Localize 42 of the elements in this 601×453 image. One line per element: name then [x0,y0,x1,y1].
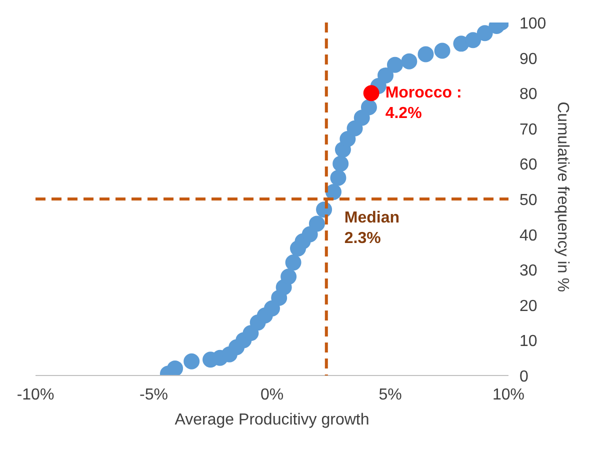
ref-line-label: Median 2.3% [344,210,400,247]
point [354,110,370,126]
y-tick-label: 80 [520,86,538,104]
point [184,353,200,370]
point [332,156,349,172]
point [401,53,418,70]
y-tick-label: 10 [520,333,538,350]
y-tick-label: 50 [520,192,538,209]
point [167,360,184,376]
y-tick-label: 0 [520,368,528,386]
y-tick-label: 100 [520,16,546,32]
y-tick-label: 70 [520,121,538,138]
point [386,56,403,73]
point [242,325,259,342]
x-tick-label: 0% [260,386,284,404]
point [346,120,363,136]
x-tick-label: -5% [140,386,168,404]
point [340,131,356,147]
y-tick-label: 40 [520,227,538,244]
point [285,254,302,271]
point [302,226,318,242]
y-tick-label: 90 [520,50,538,68]
annotation: Morocco : 4.2% [385,84,462,122]
point [360,99,377,116]
point [476,25,493,42]
y2-axis-title: Cumulative frequency in % [554,102,572,292]
y-tick-label: 20 [520,298,538,315]
y-tick-label: 30 [520,262,538,280]
point [378,67,394,84]
point [330,170,346,186]
point [264,300,280,316]
x-tick-label: 5% [378,386,402,404]
point [363,85,380,102]
y-tick-label: 60 [520,156,538,174]
point [280,268,297,285]
x-tick-label: 10% [492,386,525,404]
point [418,46,434,62]
x-tick-label: -10% [16,386,54,404]
x-axis-title: Average Producitivy growth [174,412,370,428]
point [434,42,450,59]
point [308,216,325,232]
point [465,32,482,48]
